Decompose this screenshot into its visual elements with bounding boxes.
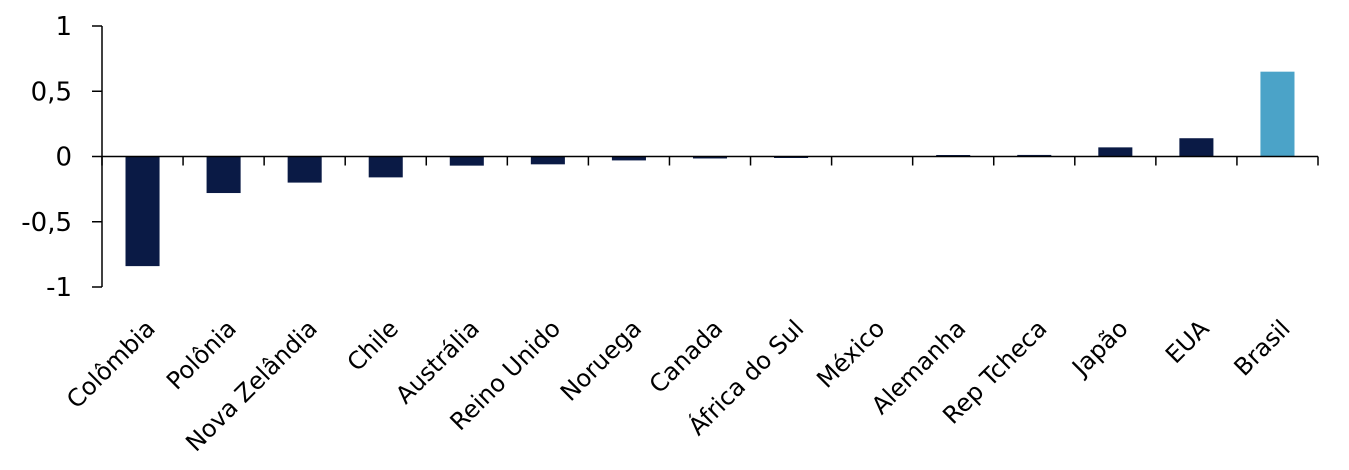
x-category-label: Chile xyxy=(342,314,404,376)
axes xyxy=(101,26,1319,287)
y-tick-label: 0,5 xyxy=(31,77,72,107)
bar xyxy=(1179,138,1214,157)
y-tick-label: 1 xyxy=(55,12,72,42)
x-category-label: Brasil xyxy=(1229,314,1296,381)
x-category-label: Canada xyxy=(644,314,728,398)
bar xyxy=(287,156,322,183)
y-tick-label: 0 xyxy=(55,143,72,173)
bar xyxy=(692,156,728,159)
bar xyxy=(449,156,484,166)
y-tick-label: -0,5 xyxy=(21,208,72,238)
bar xyxy=(125,156,160,267)
bar xyxy=(530,156,565,165)
bar xyxy=(611,156,646,161)
bar xyxy=(1017,154,1052,157)
x-category-label: EUA xyxy=(1160,314,1215,369)
x-category-label: Polônia xyxy=(161,314,242,395)
bar xyxy=(1260,71,1295,157)
bar xyxy=(368,156,403,178)
x-category-label: Colômbia xyxy=(61,314,161,414)
bars xyxy=(125,71,1295,267)
x-category-label: Noruega xyxy=(555,314,647,406)
bar xyxy=(206,156,241,194)
bar xyxy=(1098,147,1133,157)
y-axis-ticks: 1 0,5 0 -0,5 -1 xyxy=(21,12,102,303)
x-category-label: México xyxy=(811,314,890,393)
x-category-label: Japão xyxy=(1065,314,1133,382)
y-tick-label: -1 xyxy=(46,273,72,303)
